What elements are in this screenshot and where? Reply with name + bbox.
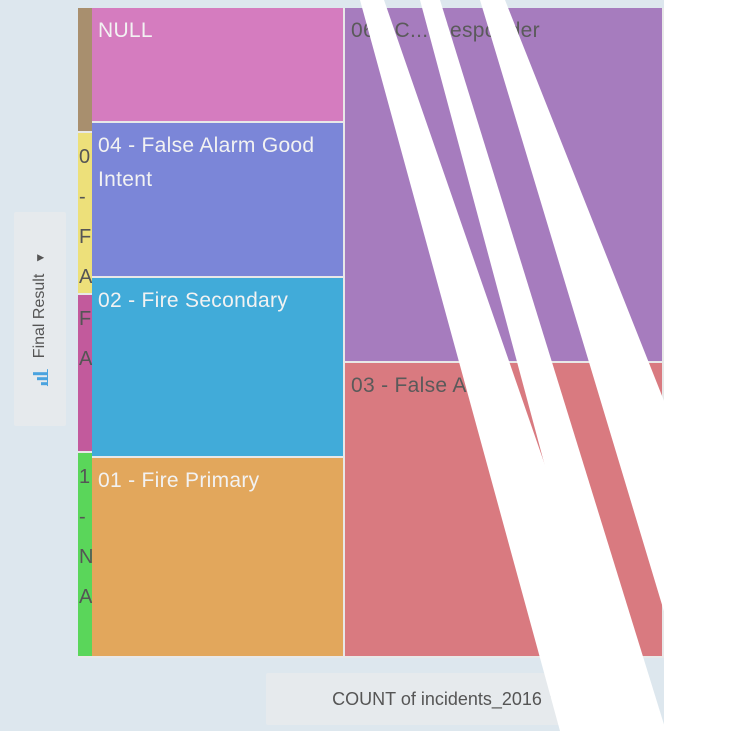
cell-label-false-alarm-good-intent: 04 - False Alarm Good Intent xyxy=(98,134,315,191)
strip-yellow-label: 0 - F A xyxy=(79,146,92,288)
x-axis-field-pill[interactable]: COUNT of incidents_2016 ▼ xyxy=(266,673,626,725)
y-axis-field-pill[interactable]: Final Result ▼ xyxy=(14,212,66,426)
strip-top xyxy=(78,8,92,133)
cell-label-co-responder: 06 - C... Responder xyxy=(351,19,540,42)
treemap-cell-co-responder[interactable]: 06 - C... Responder xyxy=(345,8,664,363)
strip-green: 1 - N A xyxy=(78,453,92,658)
treemap-cell-null[interactable]: NULL xyxy=(92,8,345,123)
chevron-down-icon: ▼ xyxy=(33,251,47,264)
treemap-cell-false-alarm-good-intent[interactable]: 04 - False Alarm Good Intent xyxy=(92,123,345,278)
cell-label-null: NULL xyxy=(98,19,153,42)
strip-green-label: 1 - N A xyxy=(79,466,92,608)
treemap-cell-fire-primary[interactable]: 01 - Fire Primary xyxy=(92,458,345,658)
treemap-cell-fire-secondary[interactable]: 02 - Fire Secondary xyxy=(92,278,345,458)
chevron-down-icon: ▼ xyxy=(547,692,560,706)
y-axis-label: Final Result xyxy=(31,273,48,359)
x-axis-label: COUNT of incidents_2016 xyxy=(332,688,542,709)
strip-magenta-label: F A xyxy=(79,308,92,370)
right-background xyxy=(664,0,743,731)
cell-label-fire-secondary: 02 - Fire Secondary xyxy=(98,289,289,312)
treemap-chart: 0 - F A F A 1 - N A NULL 04 - False Alar… xyxy=(78,8,664,658)
cell-label-fire-primary: 01 - Fire Primary xyxy=(98,469,260,492)
strip-yellow: 0 - F A xyxy=(78,133,92,295)
strip-magenta: F A xyxy=(78,295,92,453)
cell-label-false-alarm: 03 - False Alarm xyxy=(351,374,509,397)
bar-chart-icon xyxy=(33,369,48,387)
treemap-cell-false-alarm[interactable]: 03 - False Alarm xyxy=(345,363,664,658)
